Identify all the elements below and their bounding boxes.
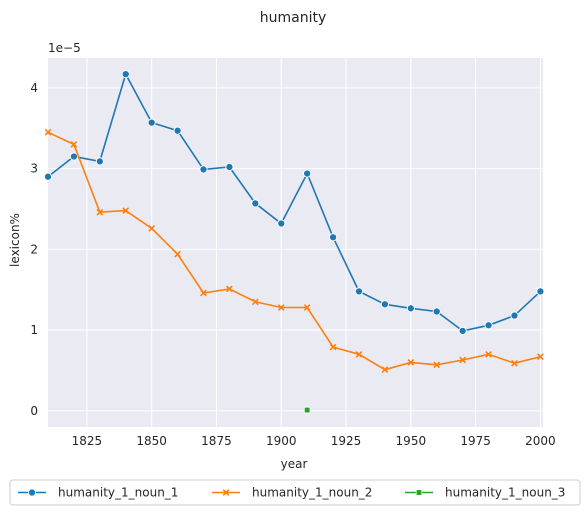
data-point	[407, 359, 415, 366]
data-point	[303, 304, 311, 311]
legend-frame	[9, 479, 581, 506]
x-tick-label: 1925	[331, 434, 362, 448]
data-point	[251, 199, 260, 208]
data-point	[199, 165, 208, 174]
data-point	[122, 207, 130, 214]
x-tick-label: 1975	[460, 434, 491, 448]
legend-item: humanity_1_noun_2	[212, 486, 372, 500]
data-point	[96, 208, 104, 216]
legend: humanity_1_noun_1 humanity_1_noun_2 humani…	[9, 479, 581, 506]
data-point	[121, 70, 130, 79]
data-point	[200, 289, 207, 297]
legend-item: humanity_1_noun_3	[405, 486, 565, 500]
y-tick-label: 2	[30, 242, 38, 256]
data-point	[174, 250, 181, 258]
data-point	[380, 300, 389, 309]
data-point	[44, 128, 52, 136]
data-point	[329, 343, 337, 351]
data-point	[484, 321, 493, 330]
data-point	[304, 406, 311, 414]
y-axis: 0 1 2 3 4	[30, 81, 38, 418]
data-point	[95, 157, 104, 166]
data-point	[381, 366, 389, 374]
data-point	[148, 225, 156, 232]
x-tick-label: 1950	[396, 434, 427, 448]
y-tick-label: 3	[30, 162, 38, 176]
chart-title: humanity	[260, 10, 327, 26]
series-2	[44, 128, 544, 374]
legend-marker	[27, 488, 37, 497]
y-tick-label: 0	[30, 404, 38, 418]
x-tick-label: 1850	[136, 434, 167, 448]
series-1	[43, 70, 545, 335]
data-point	[354, 287, 364, 296]
data-point	[70, 141, 78, 148]
x-tick-label: 1900	[266, 434, 297, 448]
legend-label: humanity_1_noun_2	[252, 486, 372, 500]
data-point	[226, 285, 233, 293]
data-point	[536, 287, 545, 296]
plot-area	[48, 58, 543, 427]
data-point	[329, 233, 338, 242]
x-axis: 1825 1850 1875 1900 1925 1950 1975 2000	[72, 434, 556, 448]
x-tick-label: 2000	[525, 434, 556, 448]
data-point	[355, 350, 363, 358]
series-line	[47, 131, 541, 371]
y-tick-label: 4	[30, 81, 38, 95]
data-point	[458, 326, 467, 335]
data-point	[406, 304, 415, 313]
data-point	[173, 126, 182, 135]
x-axis-label: year	[281, 457, 308, 471]
data-point	[147, 118, 156, 127]
data-point	[277, 219, 286, 228]
series-line	[47, 72, 541, 332]
x-tick-label: 1825	[72, 434, 103, 448]
legend-marker	[415, 489, 423, 496]
data-point	[485, 350, 492, 358]
legend-label: humanity_1_noun_3	[445, 486, 565, 500]
x-tick-label: 1875	[201, 434, 232, 448]
data-point	[432, 307, 441, 316]
series-layer	[43, 70, 545, 414]
data-point	[277, 304, 285, 311]
data-point	[303, 169, 312, 178]
data-point	[537, 353, 544, 361]
data-point	[511, 359, 518, 367]
data-point	[510, 311, 519, 320]
legend-item: humanity_1_noun_1	[18, 486, 178, 500]
data-point	[459, 356, 467, 364]
data-point	[225, 162, 234, 172]
legend-label: humanity_1_noun_1	[58, 486, 178, 500]
y-scale-note: 1e−5	[48, 41, 81, 55]
series-3	[304, 406, 311, 414]
data-point	[69, 152, 78, 161]
data-point	[433, 361, 441, 369]
data-point	[251, 298, 259, 306]
y-axis-label: lexicon%	[8, 213, 22, 267]
y-tick-label: 1	[30, 323, 38, 337]
legend-marker	[222, 489, 230, 496]
data-point	[43, 172, 53, 181]
